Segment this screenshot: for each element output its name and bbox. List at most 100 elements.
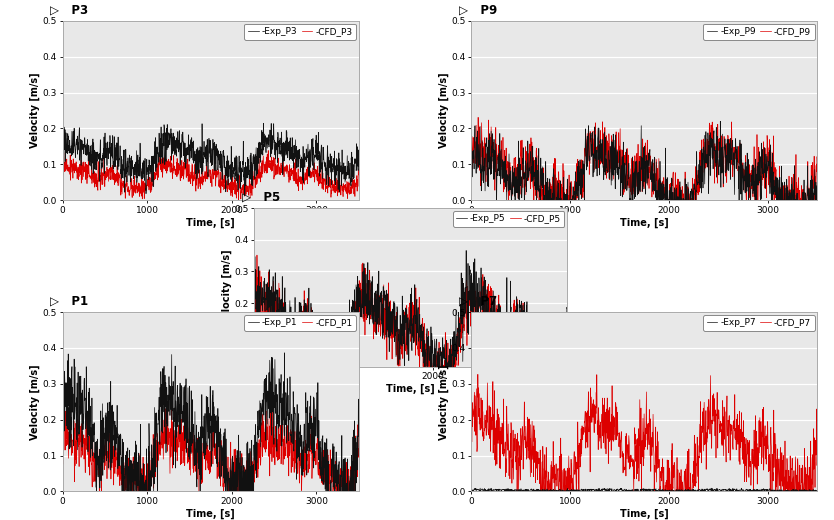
- Line: -Exp_P5: -Exp_P5: [254, 251, 567, 367]
- -Exp_P7: [475, 485, 485, 491]
- -CFD_P3: [214, 168, 224, 174]
- -Exp_P1: [58, 355, 68, 361]
- -CFD_P5: [303, 314, 313, 320]
- -CFD_P5: [355, 280, 365, 286]
- -Exp_P9: [716, 118, 726, 124]
- -CFD_P3: [108, 171, 118, 177]
- -Exp_P9: [491, 197, 501, 203]
- -CFD_P7: [525, 459, 535, 465]
- Line: -CFD_P7: -CFD_P7: [471, 374, 817, 491]
- -Exp_P3: [186, 137, 196, 143]
- -CFD_P1: [94, 488, 104, 495]
- -CFD_P9: [656, 197, 666, 203]
- -Exp_P9: [648, 171, 658, 177]
- -CFD_P5: [385, 297, 395, 304]
- -Exp_P7: [584, 487, 594, 493]
- X-axis label: Time, [s]: Time, [s]: [620, 217, 669, 228]
- -Exp_P1: [108, 455, 118, 461]
- -CFD_P5: [414, 294, 425, 301]
- X-axis label: Time, [s]: Time, [s]: [186, 217, 235, 228]
- Line: -Exp_P9: -Exp_P9: [471, 121, 817, 200]
- -Exp_P5: [302, 326, 312, 332]
- Line: -Exp_P1: -Exp_P1: [63, 353, 359, 491]
- -Exp_P3: [240, 192, 250, 199]
- -Exp_P9: [656, 197, 666, 203]
- -CFD_P3: [158, 159, 168, 165]
- -CFD_P9: [525, 170, 535, 176]
- -Exp_P5: [249, 285, 259, 292]
- -Exp_P1: [117, 488, 127, 495]
- -Exp_P3: [97, 165, 107, 172]
- Line: -Exp_P7: -Exp_P7: [471, 488, 817, 491]
- -CFD_P9: [812, 159, 822, 165]
- Legend: -Exp_P9, -CFD_P9: -Exp_P9, -CFD_P9: [703, 23, 815, 40]
- Y-axis label: Velocity [m/s]: Velocity [m/s]: [438, 364, 449, 439]
- -CFD_P7: [473, 371, 483, 378]
- -CFD_P1: [354, 446, 364, 452]
- Legend: -Exp_P1, -CFD_P1: -Exp_P1, -CFD_P1: [244, 315, 356, 331]
- -Exp_P5: [414, 334, 424, 341]
- -CFD_P3: [219, 172, 229, 178]
- -Exp_P1: [186, 388, 196, 394]
- Y-axis label: Velocity [m/s]: Velocity [m/s]: [29, 73, 40, 148]
- Line: -CFD_P5: -CFD_P5: [254, 255, 567, 367]
- Line: -CFD_P9: -CFD_P9: [471, 118, 817, 200]
- -CFD_P9: [584, 142, 594, 149]
- -CFD_P5: [252, 252, 262, 258]
- -Exp_P7: [513, 487, 523, 493]
- -Exp_P3: [219, 164, 229, 171]
- -CFD_P9: [473, 114, 483, 121]
- -Exp_P5: [385, 318, 395, 324]
- -Exp_P3: [58, 125, 68, 132]
- -CFD_P3: [58, 164, 68, 171]
- -Exp_P7: [617, 487, 627, 493]
- -CFD_P3: [354, 172, 364, 178]
- -Exp_P1: [279, 350, 289, 356]
- -Exp_P9: [512, 189, 522, 196]
- -Exp_P7: [525, 488, 535, 494]
- -Exp_P9: [812, 181, 822, 188]
- Text: ▷   P3: ▷ P3: [50, 4, 88, 17]
- -Exp_P3: [214, 163, 224, 170]
- -Exp_P5: [291, 328, 301, 334]
- -CFD_P5: [249, 300, 259, 306]
- -Exp_P7: [475, 488, 485, 495]
- -Exp_P1: [354, 433, 364, 439]
- Y-axis label: Velocity [m/s]: Velocity [m/s]: [29, 364, 40, 439]
- -CFD_P9: [649, 180, 659, 187]
- -CFD_P7: [466, 388, 476, 394]
- -CFD_P1: [97, 469, 107, 475]
- -CFD_P1: [214, 462, 224, 468]
- -CFD_P5: [562, 333, 572, 340]
- -Exp_P3: [354, 163, 364, 170]
- -Exp_P5: [311, 363, 321, 370]
- -CFD_P7: [584, 388, 594, 395]
- Text: ▷   P9: ▷ P9: [459, 4, 497, 17]
- -CFD_P7: [656, 468, 666, 474]
- Legend: -Exp_P7, -CFD_P7: -Exp_P7, -CFD_P7: [703, 315, 815, 331]
- -CFD_P1: [158, 431, 168, 437]
- Text: ▷   P7: ▷ P7: [459, 295, 497, 308]
- -CFD_P3: [186, 169, 196, 175]
- -Exp_P3: [108, 155, 118, 161]
- -CFD_P7: [812, 433, 822, 439]
- -CFD_P1: [268, 397, 278, 404]
- -CFD_P1: [186, 436, 196, 442]
- -CFD_P7: [512, 488, 522, 495]
- -Exp_P3: [259, 120, 269, 126]
- -CFD_P1: [108, 451, 118, 458]
- -CFD_P3: [264, 148, 274, 154]
- -Exp_P5: [461, 248, 471, 254]
- Y-axis label: Velocity [m/s]: Velocity [m/s]: [438, 73, 449, 148]
- -CFD_P5: [285, 363, 295, 370]
- Line: -CFD_P1: -CFD_P1: [63, 400, 359, 491]
- Legend: -Exp_P5, -CFD_P5: -Exp_P5, -CFD_P5: [453, 211, 565, 227]
- -Exp_P7: [466, 487, 476, 493]
- -Exp_P9: [466, 122, 476, 128]
- Legend: -Exp_P3, -CFD_P3: -Exp_P3, -CFD_P3: [244, 23, 356, 40]
- -Exp_P5: [420, 352, 430, 358]
- -Exp_P9: [583, 138, 593, 144]
- X-axis label: Time, [s]: Time, [s]: [186, 509, 235, 519]
- -CFD_P5: [291, 342, 301, 348]
- Line: -CFD_P3: -CFD_P3: [63, 151, 359, 200]
